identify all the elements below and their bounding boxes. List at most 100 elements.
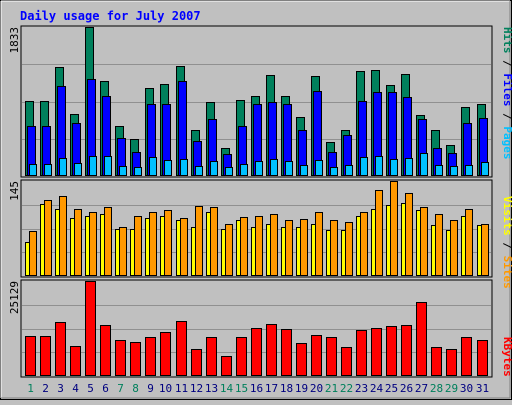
sites-bar bbox=[180, 218, 188, 276]
sites-bar bbox=[330, 220, 338, 276]
kbytes-bar bbox=[85, 281, 96, 376]
x-tick-label: 4 bbox=[72, 382, 79, 395]
kbytes-bar bbox=[70, 346, 81, 376]
sites-bar bbox=[465, 209, 473, 276]
kbytes-bar bbox=[401, 325, 412, 376]
kbytes-bar bbox=[371, 328, 382, 376]
pages-bar bbox=[270, 159, 278, 176]
x-tick-label: 24 bbox=[370, 382, 384, 395]
x-tick-label: 2 bbox=[42, 382, 49, 395]
legend-pages-label: Pages bbox=[501, 126, 512, 159]
legend-sites-label: Sites bbox=[501, 256, 512, 289]
kbytes-bar bbox=[477, 340, 488, 376]
sites-bar bbox=[89, 212, 97, 276]
x-tick-label: 16 bbox=[250, 382, 263, 395]
pages-bar bbox=[44, 164, 52, 176]
sites-bar bbox=[270, 214, 278, 276]
kbytes-bar bbox=[206, 337, 217, 376]
x-tick-label: 20 bbox=[310, 382, 323, 395]
kbytes-bar bbox=[311, 335, 322, 376]
pages-bar bbox=[285, 161, 293, 176]
pages-bar bbox=[195, 166, 203, 176]
pages-bar bbox=[330, 167, 338, 176]
x-tick-label: 10 bbox=[159, 382, 172, 395]
x-tick-label: 27 bbox=[415, 382, 428, 395]
pages-bar bbox=[119, 166, 127, 176]
legend-visits-label: Visits bbox=[501, 196, 512, 236]
x-axis-day-labels: 1 2 3 4 5 6 7 8 9 10 11 12 13 14 15 16 17 18 19 20 21 22 23 24 2… bbox=[27, 382, 489, 395]
x-tick-label: 7 bbox=[117, 382, 124, 395]
pages-bar bbox=[345, 165, 353, 176]
kbytes-bar bbox=[115, 340, 126, 376]
kbytes-bar bbox=[386, 326, 397, 376]
pages-bar bbox=[164, 160, 172, 176]
kbytes-bar bbox=[416, 302, 427, 376]
kbytes-bar bbox=[326, 337, 337, 376]
x-tick-label: 18 bbox=[280, 382, 293, 395]
pages-bar bbox=[74, 163, 82, 176]
kbytes-bar bbox=[176, 321, 187, 376]
x-tick-label: 25 bbox=[385, 382, 398, 395]
x-tick-label: 17 bbox=[265, 382, 278, 395]
pages-bar bbox=[240, 164, 248, 176]
x-tick-label: 9 bbox=[147, 382, 154, 395]
pages-bar bbox=[29, 164, 37, 176]
y-max-label-hits: 1833 bbox=[8, 27, 21, 54]
pages-bar bbox=[180, 159, 188, 176]
sites-bar bbox=[375, 190, 383, 276]
pages-bar bbox=[89, 156, 97, 176]
sites-bar bbox=[44, 200, 52, 276]
y-max-label-sites: 145 bbox=[8, 181, 21, 201]
x-tick-label: 31 bbox=[476, 382, 489, 395]
x-tick-label: 13 bbox=[205, 382, 218, 395]
sites-bar bbox=[195, 206, 203, 276]
x-tick-label: 11 bbox=[175, 382, 188, 395]
sites-bar bbox=[210, 207, 218, 276]
kbytes-bar bbox=[221, 356, 232, 376]
legend-hits-files-pages: Hits / Files / Pages bbox=[501, 27, 512, 160]
x-tick-label: 26 bbox=[400, 382, 413, 395]
pages-bar bbox=[104, 156, 112, 176]
x-tick-label: 29 bbox=[445, 382, 458, 395]
chart-title: Daily usage for July 2007 bbox=[20, 9, 201, 23]
sites-bar bbox=[481, 224, 489, 276]
sites-bar bbox=[300, 219, 308, 276]
sites-bar bbox=[420, 207, 428, 276]
legend-sites-visits: Visits / Sites bbox=[501, 196, 512, 289]
sites-bar bbox=[435, 214, 443, 276]
x-tick-label: 15 bbox=[235, 382, 248, 395]
kbytes-bar bbox=[25, 336, 36, 376]
kbytes-bar bbox=[431, 347, 442, 376]
kbytes-bar bbox=[55, 322, 66, 376]
legend-separator: / bbox=[501, 54, 512, 74]
sites-bar bbox=[360, 212, 368, 276]
sites-bar bbox=[240, 217, 248, 276]
sites-bar bbox=[164, 210, 172, 276]
chart-marks bbox=[22, 27, 491, 376]
x-tick-label: 12 bbox=[190, 382, 203, 395]
kbytes-bar bbox=[356, 330, 367, 376]
kbytes-bar bbox=[281, 329, 292, 376]
legend-kbytes: KBytes bbox=[501, 337, 512, 377]
pages-bar bbox=[225, 167, 233, 176]
legend-separator: / bbox=[501, 236, 512, 256]
kbytes-bar bbox=[446, 349, 457, 376]
pages-bar bbox=[360, 157, 368, 176]
legend-separator: / bbox=[501, 107, 512, 127]
legend-kbytes-label: KBytes bbox=[501, 337, 512, 377]
sites-bar bbox=[225, 224, 233, 276]
pages-bar bbox=[405, 158, 413, 176]
pages-bar bbox=[375, 156, 383, 176]
sites-bar bbox=[345, 222, 353, 276]
kbytes-bar bbox=[236, 337, 247, 376]
pages-bar bbox=[390, 159, 398, 176]
kbytes-bar bbox=[100, 325, 111, 376]
sites-bar bbox=[74, 209, 82, 276]
sites-bar bbox=[315, 212, 323, 276]
pages-bar bbox=[255, 161, 263, 176]
sites-bar bbox=[450, 220, 458, 276]
pages-bar bbox=[300, 165, 308, 176]
x-tick-label: 3 bbox=[57, 382, 64, 395]
